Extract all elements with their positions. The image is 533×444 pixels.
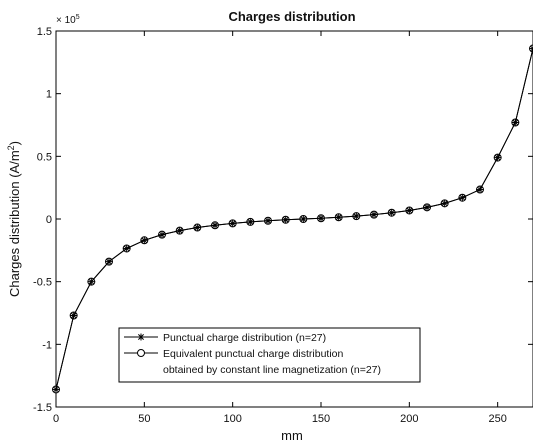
y-tick-label: 1.5 bbox=[37, 26, 52, 38]
chart-title: Charges distribution bbox=[228, 9, 355, 24]
y-tick-label: -1.5 bbox=[33, 402, 52, 414]
data-point-star bbox=[123, 244, 131, 252]
data-point-circle bbox=[476, 185, 484, 194]
data-point-circle bbox=[405, 206, 414, 215]
data-point-circle bbox=[423, 203, 431, 212]
x-tick-label: 0 bbox=[53, 413, 59, 425]
y-tick-label: -0.5 bbox=[33, 277, 52, 289]
data-point-circle bbox=[458, 193, 467, 202]
y-axis-ticks: -1.5 -1 -0.5 0 0.5 1 1.5 bbox=[33, 26, 533, 414]
data-point-star bbox=[529, 45, 533, 53]
data-point-star bbox=[317, 214, 325, 222]
data-point-circle bbox=[511, 118, 520, 127]
data-point-circle bbox=[334, 213, 343, 222]
legend: Punctual charge distribution (n=27) Equi… bbox=[118, 327, 421, 383]
legend-entry-equivalent-line1: Equivalent punctual charge distribution bbox=[163, 348, 344, 360]
data-point-circle bbox=[140, 236, 149, 245]
y-tick-label: 1 bbox=[46, 89, 52, 101]
data-point-star bbox=[264, 217, 272, 225]
data-point-circle bbox=[440, 199, 449, 208]
x-axis-ticks: 0 50 100 150 200 250 bbox=[53, 31, 507, 425]
data-point-star bbox=[229, 219, 237, 227]
data-point-star bbox=[246, 218, 254, 226]
data-point-star bbox=[405, 206, 413, 214]
x-tick-label: 200 bbox=[400, 413, 418, 425]
data-point-circle bbox=[246, 217, 255, 226]
data-point-star bbox=[299, 215, 307, 223]
data-point-star bbox=[282, 216, 290, 224]
data-point-star bbox=[423, 203, 431, 211]
data-point-circle bbox=[370, 210, 378, 219]
x-axis-label: mm bbox=[281, 428, 303, 443]
data-point-circle bbox=[105, 257, 113, 266]
data-point-star bbox=[458, 194, 466, 202]
data-point-star bbox=[158, 231, 166, 239]
data-point-star bbox=[388, 209, 396, 217]
data-point-circle bbox=[69, 311, 78, 320]
data-point-circle bbox=[264, 216, 272, 225]
data-point-star bbox=[511, 118, 519, 126]
y-multiplier-base: × 105 bbox=[56, 14, 80, 26]
x-tick-label: 100 bbox=[223, 413, 241, 425]
data-point-star bbox=[193, 224, 201, 232]
data-point-circle bbox=[387, 208, 396, 217]
data-point-circle bbox=[281, 215, 290, 224]
legend-entry-punctual: Punctual charge distribution (n=27) bbox=[163, 332, 326, 344]
legend-entry-equivalent-line2: obtained by constant line magnetization … bbox=[163, 364, 381, 376]
data-point-circle bbox=[158, 230, 166, 239]
x-tick-label: 250 bbox=[488, 413, 506, 425]
data-point-star bbox=[105, 258, 113, 266]
y-tick-label: 0 bbox=[46, 214, 52, 226]
data-point-star bbox=[441, 199, 449, 207]
data-point-star bbox=[176, 227, 184, 235]
data-point-circle bbox=[228, 219, 237, 228]
y-tick-label: -1 bbox=[42, 339, 52, 351]
x-tick-label: 50 bbox=[138, 413, 150, 425]
data-point-circle bbox=[529, 44, 533, 53]
series-layer bbox=[52, 44, 533, 394]
series-line-2 bbox=[55, 48, 533, 390]
data-point-star bbox=[476, 186, 484, 194]
legend-box bbox=[118, 327, 421, 383]
data-point-circle bbox=[193, 223, 202, 232]
data-point-circle bbox=[352, 212, 361, 221]
data-point-star bbox=[140, 236, 148, 244]
data-point-star bbox=[335, 213, 343, 221]
data-point-circle bbox=[493, 153, 502, 162]
data-point-circle bbox=[299, 215, 308, 223]
data-point-star bbox=[370, 211, 378, 219]
legend-star-glyph bbox=[137, 333, 145, 341]
y-tick-label: 0.5 bbox=[37, 151, 52, 163]
data-point-circle bbox=[87, 277, 96, 286]
data-point-star bbox=[211, 221, 219, 229]
data-point-circle bbox=[211, 221, 219, 230]
y-axis-label: Charges distribution (A/m2) bbox=[6, 141, 22, 297]
data-point-star bbox=[70, 312, 78, 320]
data-point-circle bbox=[317, 214, 325, 223]
data-point-star bbox=[352, 212, 360, 220]
legend-star-marker-icon bbox=[137, 333, 145, 341]
data-point-circle bbox=[122, 244, 131, 253]
data-point-circle bbox=[52, 385, 60, 394]
data-point-star bbox=[494, 154, 502, 162]
data-point-star bbox=[87, 278, 95, 286]
data-point-circle bbox=[175, 226, 184, 235]
x-tick-label: 150 bbox=[312, 413, 330, 425]
y-multiplier: × 105 bbox=[56, 14, 80, 26]
legend-circle-marker-icon bbox=[137, 349, 145, 357]
data-point-star bbox=[52, 385, 60, 393]
